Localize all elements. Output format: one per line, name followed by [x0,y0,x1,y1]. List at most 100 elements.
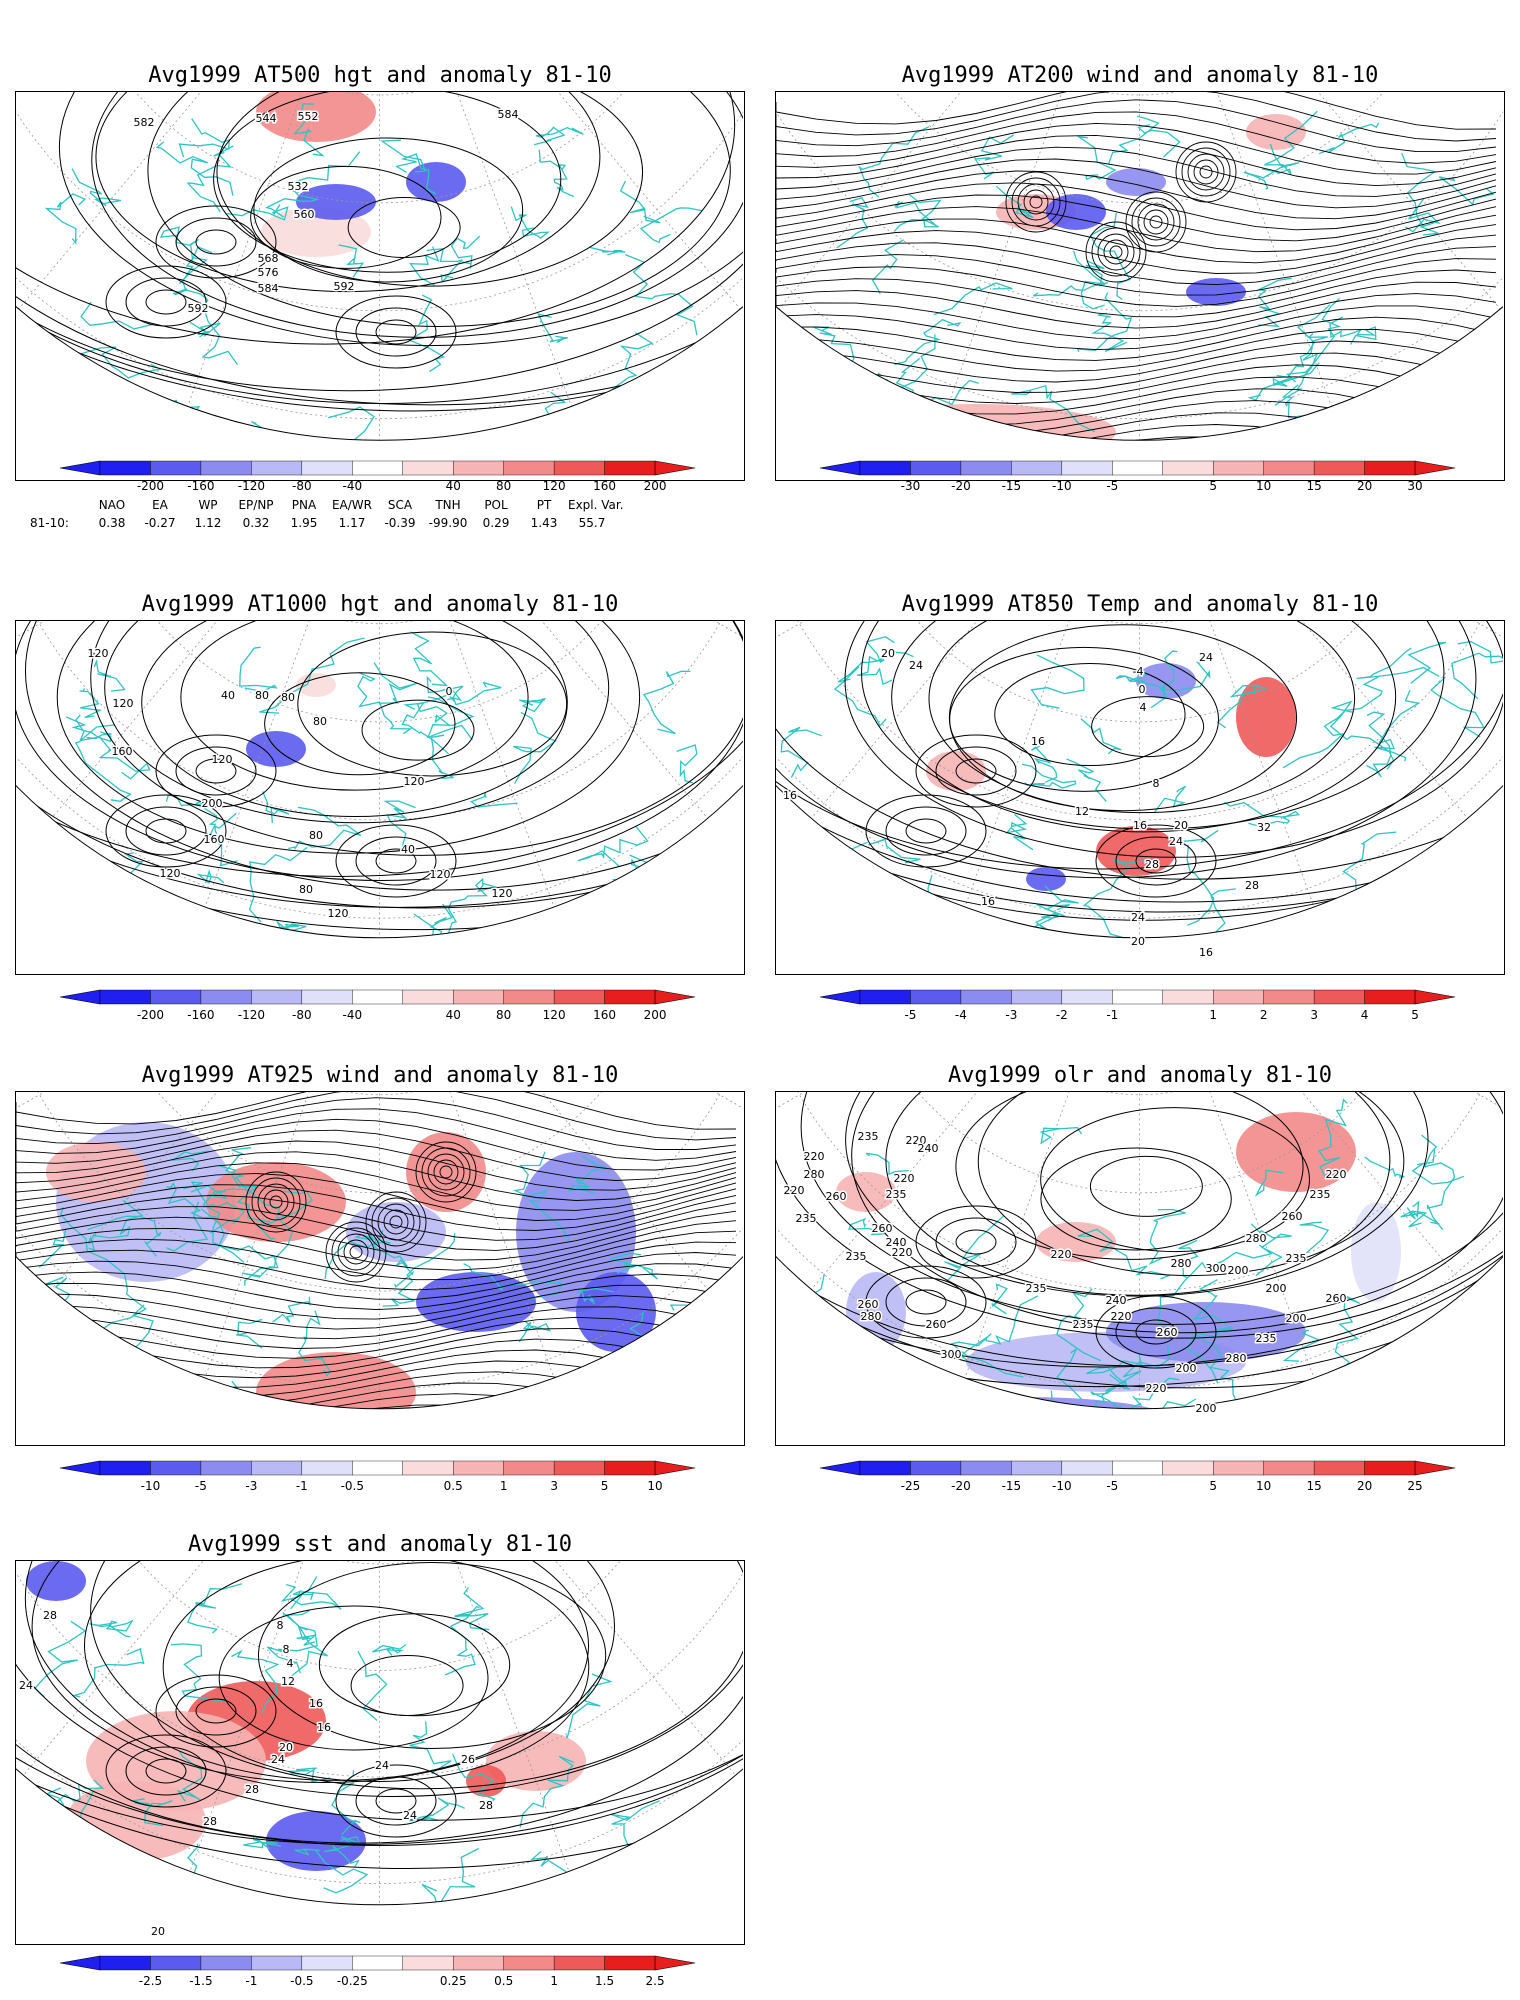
map-canvas: 120 120 40 80 80 80 160 120 200 160 120 80 40 120 80 12… [16,621,743,939]
contour-label: 120 [492,887,513,900]
indices-row-label: 81-10: [30,516,69,530]
contour-label: 40 [401,843,415,856]
colorbar-tick-label: 1 [1209,1008,1217,1022]
contour-label: 235 [1073,1318,1094,1331]
colorbar-swatch [553,460,605,476]
colorbar-tick-label: 160 [593,479,616,493]
colorbar-swatch [1112,989,1163,1005]
colorbar-graphic: -5 -4 -3 -2 -1 1 2 3 4 5 [819,989,1456,1022]
contour-label: 260 [858,1298,879,1311]
contour-label: 592 [188,302,209,315]
contour-label: 16 [1031,735,1045,748]
colorbar-swatch [99,460,151,476]
index-value: 0.32 [242,516,270,530]
contour-label: 592 [334,280,355,293]
map-frame [775,91,1505,481]
colorbar-tick-label: -5 [1106,479,1118,493]
contour-label: 120 [88,647,109,660]
index-value: 0.29 [482,516,510,530]
colorbar-tick-label: -20 [951,479,971,493]
contour-label: 24 [1131,911,1145,924]
contour-label: 584 [258,282,279,295]
colorbar-swatch [1061,460,1113,476]
contour-label: 280 [804,1168,825,1181]
panel-sst: Avg1999 sst and anomaly 81-10 28 24 8 4 8 12 1… [15,1532,745,1992]
index-name: NAO [98,498,126,512]
anomaly-shading [266,1811,366,1871]
index-name: EA [152,498,168,512]
contour-label: 220 [1326,1168,1347,1181]
contour-label: 260 [1282,1210,1303,1223]
anomaly-shading [1026,867,1066,891]
colorbar-swatch [503,1955,555,1971]
colorbar-swatch [604,1955,656,1971]
colorbar-graphic: -200 -160 -120 -80 -40 40 80 120 160 200 [59,989,696,1022]
contour-label: 240 [1106,1294,1127,1307]
contour-label: 120 [430,868,451,881]
contour-label: 80 [255,689,269,702]
colorbar-tick-label: 0.5 [444,1479,463,1493]
map-frame: 120 120 40 80 80 80 160 120 200 160 120 80 40 120 80 12… [15,620,745,975]
colorbar-swatch [604,989,656,1005]
contour-label: 544 [256,112,277,125]
anomaly-shading [1046,194,1106,230]
colorbar-tick-label: -120 [238,479,265,493]
colorbar-tick-label: 200 [644,479,667,493]
index-value: 1.17 [338,516,366,530]
colorbar-tick-label: -160 [187,479,214,493]
colorbar-swatch [1313,1460,1365,1476]
contour-label: 28 [479,1799,493,1812]
map-frame: 220 220 280 260 235 235 220 220 240 235 260 240 220 2… [775,1091,1505,1446]
anomaly-shading [246,731,306,767]
colorbar-swatch [150,1955,202,1971]
contour-label: 220 [892,1246,913,1259]
colorbar-swatch [402,1460,454,1476]
colorbar-swatch [1263,460,1315,476]
colorbar-swatch [150,460,202,476]
colorbar: -10 -5 -3 -1 -0.5 0.5 1 3 5 10 [59,1460,738,1495]
contour-label: 20 [151,1925,165,1938]
contour-label: 280 [1171,1257,1192,1270]
colorbar-swatch [1313,460,1365,476]
colorbar-swatch [604,460,656,476]
panel-at1000-height: Avg1999 AT1000 hgt and anomaly 81-10 120… [15,592,745,1022]
colorbar-swatch [453,460,504,476]
index-value: -0.27 [144,516,176,530]
contour-label: 0 [446,685,453,698]
contour-label: 532 [288,180,309,193]
colorbar-swatch [352,460,403,476]
panel-title: Avg1999 AT850 Temp and anomaly 81-10 [901,592,1379,617]
colorbar-tick-label: -1 [1106,1008,1118,1022]
colorbar-swatch [1061,1460,1113,1476]
colorbar-tick-label: 120 [543,479,566,493]
anomaly-shading [1186,278,1246,306]
colorbar-tick-label: -5 [195,1479,207,1493]
teleconnection-indices-table: NAO EA WP EP/NP PNA EA/WR SCA TNH POL PT Expl. Var… [30,496,624,532]
contour-label: 584 [498,108,519,121]
colorbar-tick-label: -10 [1052,479,1072,493]
colorbar-swatch [503,989,555,1005]
colorbar-swatch [1313,989,1365,1005]
colorbar-graphic: -25 -20 -15 -10 -5 5 10 15 20 25 [819,1460,1456,1493]
colorbar-max-arrow [654,460,696,476]
map-frame [15,1091,745,1446]
colorbar-tick-label: -40 [342,1008,362,1022]
colorbar-swatch [1162,1460,1214,1476]
contour-label: 20 [881,647,895,660]
contour-label: 260 [872,1222,893,1235]
colorbar-swatch [99,1955,151,1971]
contour-label: 80 [309,829,323,842]
colorbar-swatch [301,989,353,1005]
colorbar-max-arrow [654,1955,696,1971]
colorbar-tick-label: -15 [1002,479,1022,493]
colorbar-swatch [453,1955,504,1971]
anomaly-shading [206,1162,346,1242]
colorbar-swatch [200,1955,252,1971]
colorbar-swatch [1364,1460,1416,1476]
contour-label: 300 [941,1348,962,1361]
panel-at500-height: Avg1999 AT500 hgt and anomaly 81-10 544 5… [15,63,745,523]
colorbar-graphic: -30 -20 -15 -10 -5 5 10 15 20 30 [819,460,1456,493]
colorbar-swatch [960,989,1012,1005]
